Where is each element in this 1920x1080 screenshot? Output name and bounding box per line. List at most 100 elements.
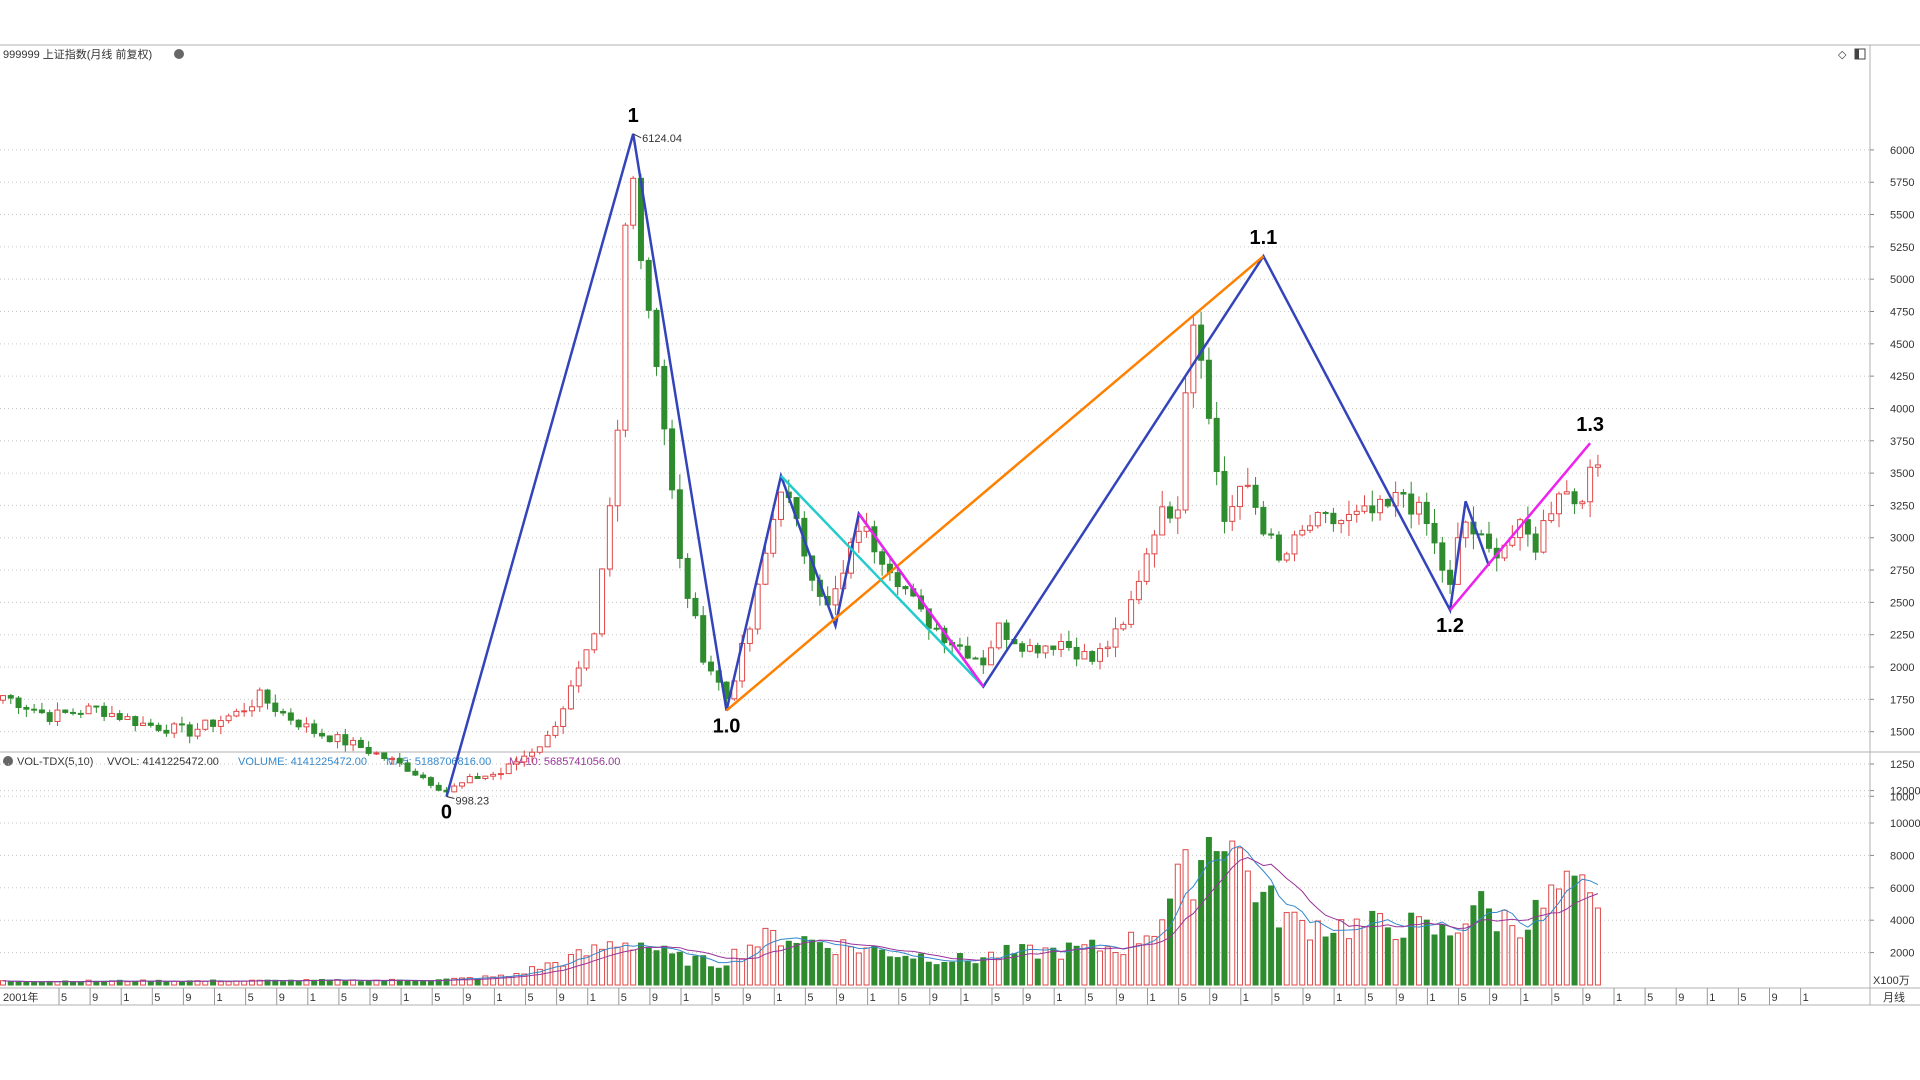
volume-bar [295,980,302,986]
volume-bar [513,972,520,986]
x-tick-label: 5 [341,992,347,1004]
volume-bar [248,979,255,986]
x-tick-label: 9 [185,992,191,1004]
wave-label: 0 [441,802,452,824]
x-tick-label: 9 [652,992,658,1004]
diamond-icon[interactable]: ◇ [1838,49,1847,61]
volume-bar [1019,944,1026,986]
volume-bar [871,945,878,986]
volume-bar [1034,958,1041,986]
volume-bar [754,946,761,986]
volume-bar [1540,907,1547,986]
candle-body [879,551,886,565]
chart-frame [0,44,1920,1006]
candle-body [1042,645,1049,654]
x-tick-label: 5 [434,992,440,1004]
volume-bar [70,981,77,986]
candle-body [707,661,714,672]
price-tick-label: 4500 [1890,339,1914,351]
volume-bar [1408,912,1415,986]
volume-indicator-name: VOL-TDX(5,10) [17,756,93,768]
volume-bar [622,942,629,986]
price-tick-label: 4000 [1890,403,1914,415]
volume-bar [225,981,232,986]
candle-body [684,557,691,599]
volume-bar [1579,874,1586,986]
candle-body [980,657,987,666]
volume-bar [793,942,800,986]
wave-line [445,133,1491,797]
volume-bar [1167,898,1173,986]
candle-body [1167,506,1173,519]
volume-bar [404,980,411,986]
candle-body [318,732,325,737]
volume-bar [1252,902,1259,986]
candle-body [217,720,224,727]
candle-body [1003,622,1010,640]
candle-body [124,716,131,720]
volume-bar [1205,837,1212,986]
candle-body [1089,651,1096,662]
candle-body [233,710,240,717]
volume-bar [995,957,1002,986]
volume-bar [77,981,84,986]
price-tick-label: 2250 [1890,630,1914,642]
candle-body [1462,521,1469,539]
candles [0,173,1601,796]
candle-body [497,773,504,776]
volume-bar [1275,927,1282,986]
candle-body [700,615,707,663]
volume-bar [1237,847,1244,986]
volume-bar [1229,840,1236,986]
volume-bar [879,949,886,986]
volume-tick-label: 2000 [1890,948,1914,960]
volume-bar [1470,905,1477,986]
x-tick-label: 9 [1772,992,1778,1004]
x-year-label: 2001年 [3,990,38,1004]
volume-bar [707,966,714,986]
volume-bar [785,940,792,986]
candle-body [365,746,372,754]
volume-bar [31,981,38,986]
window-toggle-icon-fill [1855,49,1859,59]
price-tick-label: 4250 [1890,371,1914,383]
volume-bar [630,949,637,986]
x-tick-label: 9 [1305,992,1311,1004]
candle-body [427,777,434,786]
volume-bar [972,963,979,986]
volume-bar [1501,909,1508,986]
menu-circle-icon[interactable] [3,756,13,766]
volume-bar [435,979,442,986]
candle-body [972,657,979,660]
volume-bar [1213,851,1220,986]
candle-body [171,723,178,734]
wave-label: 1.1 [1249,227,1277,249]
volume-bar [902,955,909,986]
volume-bar [1392,939,1399,986]
x-tick-label: 9 [92,992,98,1004]
candle-body [108,713,115,717]
x-tick-label: 1 [403,992,409,1004]
candle-body [552,725,559,736]
volume-bar [1143,935,1150,986]
volume-bar [1431,934,1438,986]
candle-body [536,746,543,753]
candle-body [0,695,6,701]
candle-body [38,709,45,714]
volume-panel-header: VOL-TDX(5,10) VVOL: 4141225472.00 VOLUME… [3,756,620,768]
volume-bar [178,981,185,986]
candle-body [1423,501,1430,524]
volume-bar [521,973,528,986]
candle-body [645,259,652,311]
x-tick-label: 9 [465,992,471,1004]
volume-bar [210,979,217,986]
candle-body [583,649,590,669]
menu-circle-icon[interactable] [174,49,184,59]
volume-bar [1338,919,1345,986]
candle-body [178,723,185,726]
wave-label: 1.2 [1436,615,1464,637]
wave-line [780,475,985,688]
candle-body [357,739,364,748]
candle-body [1361,505,1368,512]
candle-body [1384,498,1391,507]
